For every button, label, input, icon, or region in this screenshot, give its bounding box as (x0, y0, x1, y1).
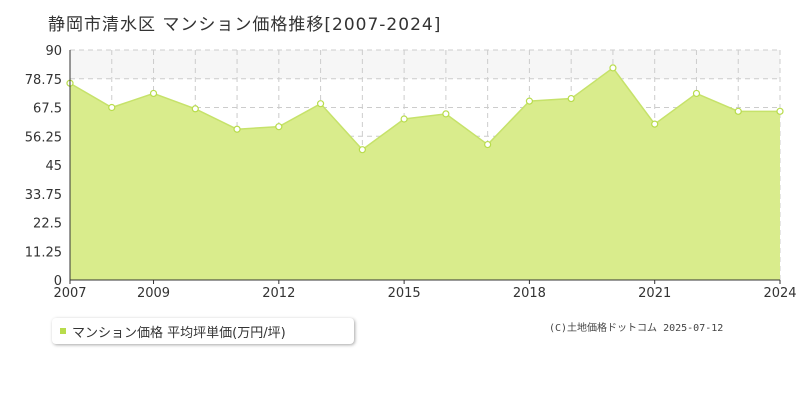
y-tick-label: 67.5 (33, 102, 62, 117)
data-point (734, 107, 742, 115)
y-tick-label: 33.75 (25, 188, 62, 203)
y-tick-label: 56.25 (25, 130, 62, 145)
y-tick-label: 45 (45, 159, 62, 174)
legend: マンション価格 平均坪単価(万円/坪) (52, 318, 354, 344)
chart-title: 静岡市清水区 マンション価格推移[2007-2024] (48, 15, 442, 35)
x-tick-label: 2018 (513, 286, 546, 301)
data-point (233, 125, 241, 133)
plot-band (70, 50, 780, 79)
y-tick-label: 78.75 (25, 73, 62, 88)
series-line (69, 66, 780, 151)
x-tick-label: 2015 (388, 286, 421, 301)
series-fill (70, 67, 780, 280)
y-axis-labels: 0 11.25 22.5 33.75 45 56.25 67.5 78.75 90 (25, 44, 62, 289)
legend-label: マンション価格 平均坪単価(万円/坪) (72, 325, 286, 341)
x-tick-label: 2024 (763, 286, 796, 301)
x-axis-labels: 2007 2009 2012 2015 2018 2021 2024 (53, 286, 796, 301)
y-tick-label: 0 (54, 274, 62, 289)
x-tick-label: 2007 (53, 286, 86, 301)
data-point (484, 140, 492, 149)
x-tick-label: 2009 (137, 286, 170, 301)
data-point (108, 103, 116, 112)
y-tick-label: 11.25 (25, 245, 62, 260)
series-area (69, 66, 780, 280)
axes (69, 50, 781, 284)
data-point (567, 94, 575, 103)
data-point (316, 100, 325, 108)
data-point (149, 89, 158, 98)
data-point (776, 107, 784, 115)
data-point (525, 97, 534, 105)
data-point (275, 123, 283, 131)
y-tick-label: 90 (45, 44, 62, 59)
data-point (651, 120, 659, 128)
data-point (609, 64, 617, 72)
y-tick-label: 22.5 (33, 217, 62, 232)
credit-text: (C)土地価格ドットコム 2025-07-12 (549, 323, 724, 334)
x-tick-label: 2021 (638, 286, 671, 301)
data-point (692, 89, 701, 98)
data-point (400, 115, 408, 123)
legend-swatch (60, 328, 66, 334)
data-point (191, 105, 199, 113)
plot-background (70, 50, 780, 79)
x-tick-label: 2012 (262, 286, 295, 301)
data-point (358, 146, 366, 154)
data-point (442, 110, 450, 118)
